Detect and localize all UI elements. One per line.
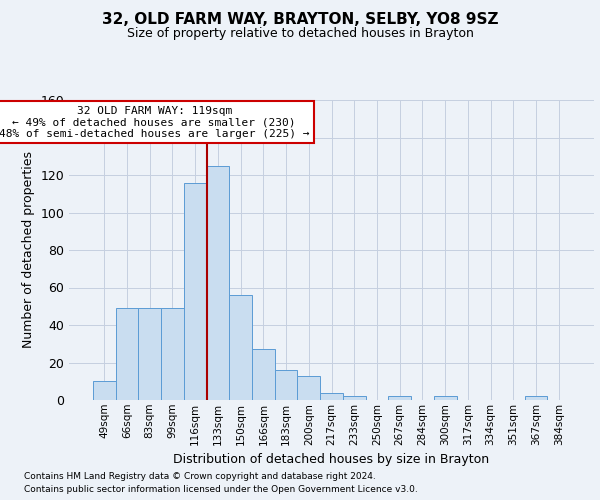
Text: Size of property relative to detached houses in Brayton: Size of property relative to detached ho… (127, 28, 473, 40)
Bar (229, 295, 252, 400)
Bar (434, 396, 457, 400)
Bar (275, 370, 298, 400)
X-axis label: Distribution of detached houses by size in Brayton: Distribution of detached houses by size … (173, 453, 490, 466)
Bar (524, 396, 547, 400)
Text: Contains HM Land Registry data © Crown copyright and database right 2024.: Contains HM Land Registry data © Crown c… (24, 472, 376, 481)
Bar (206, 166, 229, 400)
Bar (298, 376, 320, 400)
Bar (116, 308, 139, 400)
Bar (184, 182, 206, 400)
Text: Contains public sector information licensed under the Open Government Licence v3: Contains public sector information licen… (24, 485, 418, 494)
Text: 32 OLD FARM WAY: 119sqm
← 49% of detached houses are smaller (230)
48% of semi-d: 32 OLD FARM WAY: 119sqm ← 49% of detache… (0, 106, 310, 139)
Y-axis label: Number of detached properties: Number of detached properties (22, 152, 35, 348)
Bar (320, 392, 343, 400)
Bar (388, 396, 411, 400)
Bar (161, 308, 184, 400)
Bar (343, 396, 365, 400)
Text: 32, OLD FARM WAY, BRAYTON, SELBY, YO8 9SZ: 32, OLD FARM WAY, BRAYTON, SELBY, YO8 9S… (102, 12, 498, 28)
Bar (93, 381, 116, 400)
Bar (252, 350, 275, 400)
Bar (139, 308, 161, 400)
